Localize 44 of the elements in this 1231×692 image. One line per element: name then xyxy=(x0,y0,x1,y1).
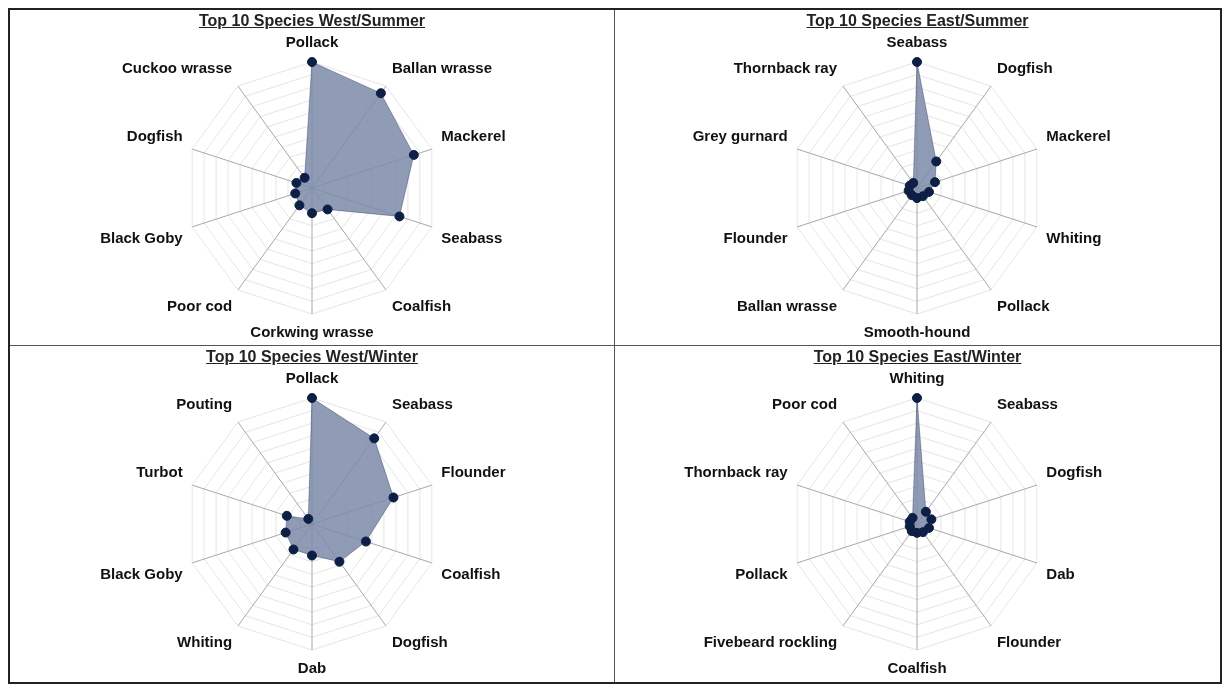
spoke-label: Dogfish xyxy=(126,127,183,145)
spoke-label: Dab xyxy=(297,659,326,677)
spoke-label: Grey gurnard xyxy=(692,127,788,145)
spoke-label: Ballan wrasse xyxy=(391,59,492,77)
spoke-label: Coalfish xyxy=(440,565,501,583)
spoke-label: Pollack xyxy=(735,565,789,583)
chart-title: Top 10 Species West/Summer xyxy=(197,11,427,30)
spoke-label: Mackerel xyxy=(1046,127,1111,145)
spoke-label: Dogfish xyxy=(391,633,448,651)
spoke-label: Poor cod xyxy=(166,297,232,315)
spoke-label: Mackerel xyxy=(440,127,506,145)
chart-title: Top 10 Species East/Summer xyxy=(805,11,1030,30)
spoke-label: Whiting xyxy=(1046,229,1102,247)
spoke-label: Flounder xyxy=(996,633,1062,651)
spoke-label: Seabass xyxy=(996,395,1058,413)
spoke-label: Flounder xyxy=(723,229,788,247)
spoke-label: Corkwing wrasse xyxy=(249,323,374,341)
chart-title: Top 10 Species West/Winter xyxy=(205,347,419,366)
spoke-label: Turbot xyxy=(135,463,183,481)
spoke-label: Black Goby xyxy=(99,229,183,247)
spoke-label: Thornback ray xyxy=(684,463,789,481)
spoke-label: Seabass xyxy=(440,229,502,247)
spoke-label: Coalfish xyxy=(391,297,451,315)
spoke-label: Pollack xyxy=(285,369,339,387)
spoke-label: Cuckoo wrasse xyxy=(121,59,232,77)
spoke-label: Coalfish xyxy=(887,659,947,677)
spoke-label: Flounder xyxy=(440,463,506,481)
spoke-label: Pollack xyxy=(996,297,1051,315)
spoke-label: Dogfish xyxy=(996,59,1053,77)
spoke-label: Pollack xyxy=(285,33,339,51)
spoke-label: Whiting xyxy=(176,633,232,651)
spoke-label: Poor cod xyxy=(772,395,838,413)
spoke-label: Seabass xyxy=(391,395,453,413)
spoke-label: Dab xyxy=(1046,565,1075,583)
spoke-label: Dogfish xyxy=(1046,463,1103,481)
spoke-label: Black Goby xyxy=(99,565,183,583)
spoke-label: Whiting xyxy=(889,369,945,387)
spoke-label: Ballan wrasse xyxy=(737,297,838,315)
spoke-label: Seabass xyxy=(886,33,948,51)
spoke-label: Smooth-hound xyxy=(863,323,971,341)
chart-title: Top 10 Species East/Winter xyxy=(812,347,1023,366)
spoke-label: Fivebeard rockling xyxy=(703,633,838,651)
spoke-label: Thornback ray xyxy=(733,59,838,77)
spoke-label: Pouting xyxy=(175,395,232,413)
